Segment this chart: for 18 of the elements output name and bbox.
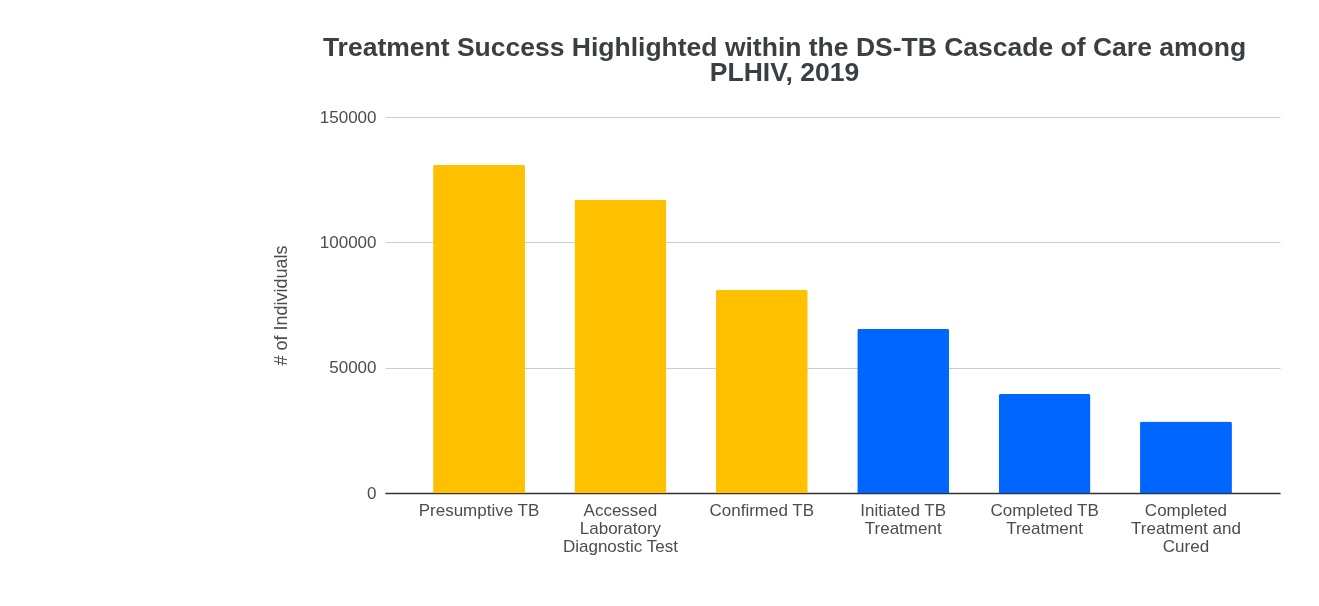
y-tick-label: 150000	[319, 107, 377, 127]
y-tick-label: 50000	[329, 358, 377, 378]
x-tick-label: Completed Treatment and Cured	[1131, 500, 1241, 556]
y-tick-label: 0	[367, 483, 377, 503]
y-tick-label: 100000	[319, 232, 377, 252]
y-axis-title: # of Individuals	[270, 245, 291, 366]
bar	[998, 393, 1091, 493]
bar	[574, 199, 667, 493]
bar	[715, 289, 808, 493]
bar	[857, 328, 950, 493]
bar	[433, 164, 525, 493]
chart-title: Treatment Success Highlighted within the DS-TB Cascade of Care among PLHIV, 2019	[322, 31, 1247, 87]
x-tick-label: Initiated TB Treatment	[860, 500, 947, 538]
x-tick-label: Presumptive TB	[418, 500, 540, 520]
x-tick-label: Confirmed TB	[709, 500, 815, 520]
x-tick-label: Accessed Laboratory Diagnostic Test	[562, 500, 679, 556]
x-tick-label: Completed TB Treatment	[990, 500, 1099, 538]
bar	[1140, 421, 1232, 493]
